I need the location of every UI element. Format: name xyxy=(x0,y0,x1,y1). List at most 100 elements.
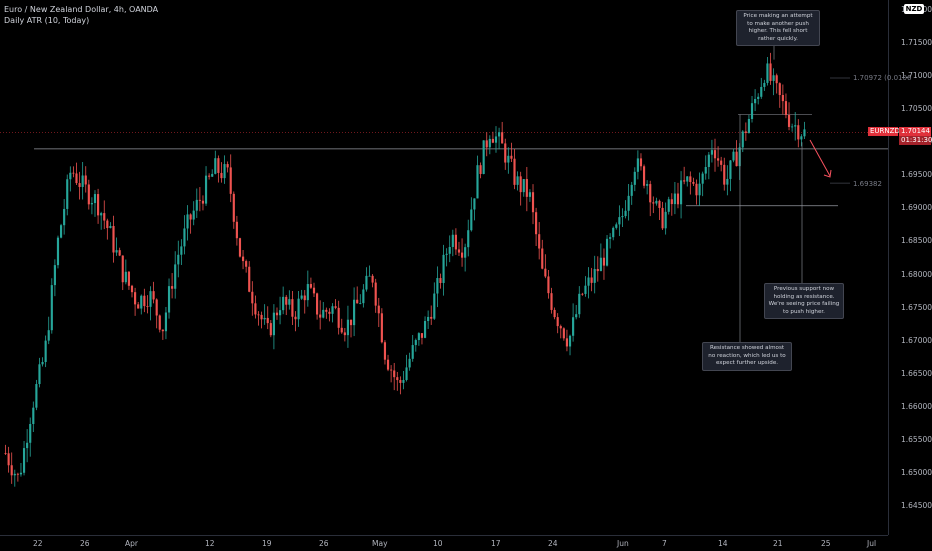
candle-body xyxy=(217,158,220,173)
candle-body xyxy=(303,295,306,301)
candle-body xyxy=(29,424,32,443)
candle-body xyxy=(470,209,473,231)
symbol-title[interactable]: Euro / New Zealand Dollar, 4h, OANDA xyxy=(4,5,159,14)
candle-body xyxy=(516,176,519,185)
price-tick-label: 1.71000 xyxy=(901,71,932,81)
time-tick-label: 26 xyxy=(80,539,90,548)
price-tick-label: 1.65500 xyxy=(901,434,932,444)
time-tick-label: 21 xyxy=(773,539,783,548)
price-tick-label: 1.69500 xyxy=(901,170,932,180)
candle-body xyxy=(436,278,439,294)
candle-body xyxy=(698,183,701,196)
candle-body xyxy=(44,340,47,362)
candle-body xyxy=(121,255,124,283)
candle-body xyxy=(300,295,303,299)
time-axis[interactable]: 22 26 Apr 12 19 26 May 10 17 24 Jun 7 14 21 25 Jul xyxy=(0,535,888,551)
candle-body xyxy=(346,319,350,336)
candle-body xyxy=(578,293,581,315)
candle-body xyxy=(553,309,556,318)
arrow-head-icon xyxy=(823,169,832,178)
note-bottom[interactable]: Resistance showed almost no reaction, wh… xyxy=(702,342,792,371)
candle-body xyxy=(781,95,784,102)
candle-body xyxy=(50,285,53,331)
candle-body xyxy=(763,82,766,87)
candle-body xyxy=(90,203,93,205)
candle-body xyxy=(328,311,331,314)
candle-body xyxy=(75,173,78,184)
price-chart[interactable] xyxy=(0,0,888,535)
candle-body xyxy=(633,171,636,185)
candle-body xyxy=(158,315,161,330)
candle-body xyxy=(81,175,84,187)
candle-body xyxy=(547,276,550,294)
indicator-title[interactable]: Daily ATR (10, Today) xyxy=(4,16,90,25)
note-top[interactable]: Price making an attempt to make another … xyxy=(736,10,820,46)
candle-body xyxy=(251,291,254,304)
candle-body xyxy=(535,212,538,235)
candle-body xyxy=(707,154,710,167)
note-right[interactable]: Previous support now holding as resistan… xyxy=(764,283,844,319)
candle-body xyxy=(695,183,698,196)
candle-body xyxy=(118,250,121,256)
candle-body xyxy=(7,453,10,466)
candle-body xyxy=(87,184,90,205)
time-tick-label: 17 xyxy=(491,539,501,548)
candle-body xyxy=(584,285,587,294)
candle-body xyxy=(464,247,467,258)
candle-body xyxy=(78,183,81,187)
candle-body xyxy=(510,155,513,159)
candle-body xyxy=(238,238,242,257)
candle-body xyxy=(183,228,186,247)
price-tick-label: 1.69000 xyxy=(901,203,932,213)
candle-body xyxy=(32,407,35,425)
candle-body xyxy=(621,216,624,218)
price-tick-label: 1.68000 xyxy=(901,269,932,279)
candle-body xyxy=(47,330,50,341)
candle-body xyxy=(180,246,183,255)
candle-body xyxy=(646,184,649,186)
candle-body xyxy=(325,309,328,312)
candle-body xyxy=(498,132,501,137)
candle-body xyxy=(572,317,575,336)
time-tick-label: 19 xyxy=(262,539,272,548)
candle-body xyxy=(248,266,251,292)
candle-body xyxy=(683,180,686,182)
candle-body xyxy=(269,323,272,336)
candle-body xyxy=(343,332,346,336)
time-tick-label: 7 xyxy=(662,539,667,548)
candle-body xyxy=(312,287,316,294)
candle-body xyxy=(652,202,655,204)
candle-body xyxy=(723,164,726,185)
candle-body xyxy=(655,200,658,204)
candle-body xyxy=(211,173,214,177)
candle-body xyxy=(235,221,238,239)
candle-body xyxy=(609,237,612,239)
candle-body xyxy=(353,299,356,326)
candle-body xyxy=(525,179,528,197)
candle-body xyxy=(306,284,309,301)
candle-body xyxy=(658,200,661,208)
candle-body xyxy=(291,299,294,317)
candle-body xyxy=(565,338,569,347)
candle-body xyxy=(130,285,134,293)
candle-body xyxy=(473,198,476,210)
time-tick-label: Jun xyxy=(617,539,629,548)
candle-body xyxy=(794,125,797,127)
time-tick-label: 26 xyxy=(319,539,329,548)
time-tick-label: Jul xyxy=(867,539,877,548)
candle-body xyxy=(35,384,38,408)
chart-legend: Euro / New Zealand Dollar, 4h, OANDA Dai… xyxy=(4,4,158,26)
candle-body xyxy=(476,165,479,199)
price-tick-label: 1.70500 xyxy=(901,104,932,114)
candle-body xyxy=(754,98,757,104)
candle-body xyxy=(112,225,115,253)
price-tag-countdown: 01:31:30 xyxy=(899,136,932,145)
currency-badge[interactable]: NZD xyxy=(904,4,924,14)
candle-body xyxy=(769,63,772,81)
price-tick-label: 1.68500 xyxy=(901,236,932,246)
candle-body xyxy=(772,75,775,81)
candle-body xyxy=(612,227,615,238)
candle-body xyxy=(134,292,137,305)
candle-body xyxy=(26,442,29,449)
candle-body xyxy=(732,151,735,161)
